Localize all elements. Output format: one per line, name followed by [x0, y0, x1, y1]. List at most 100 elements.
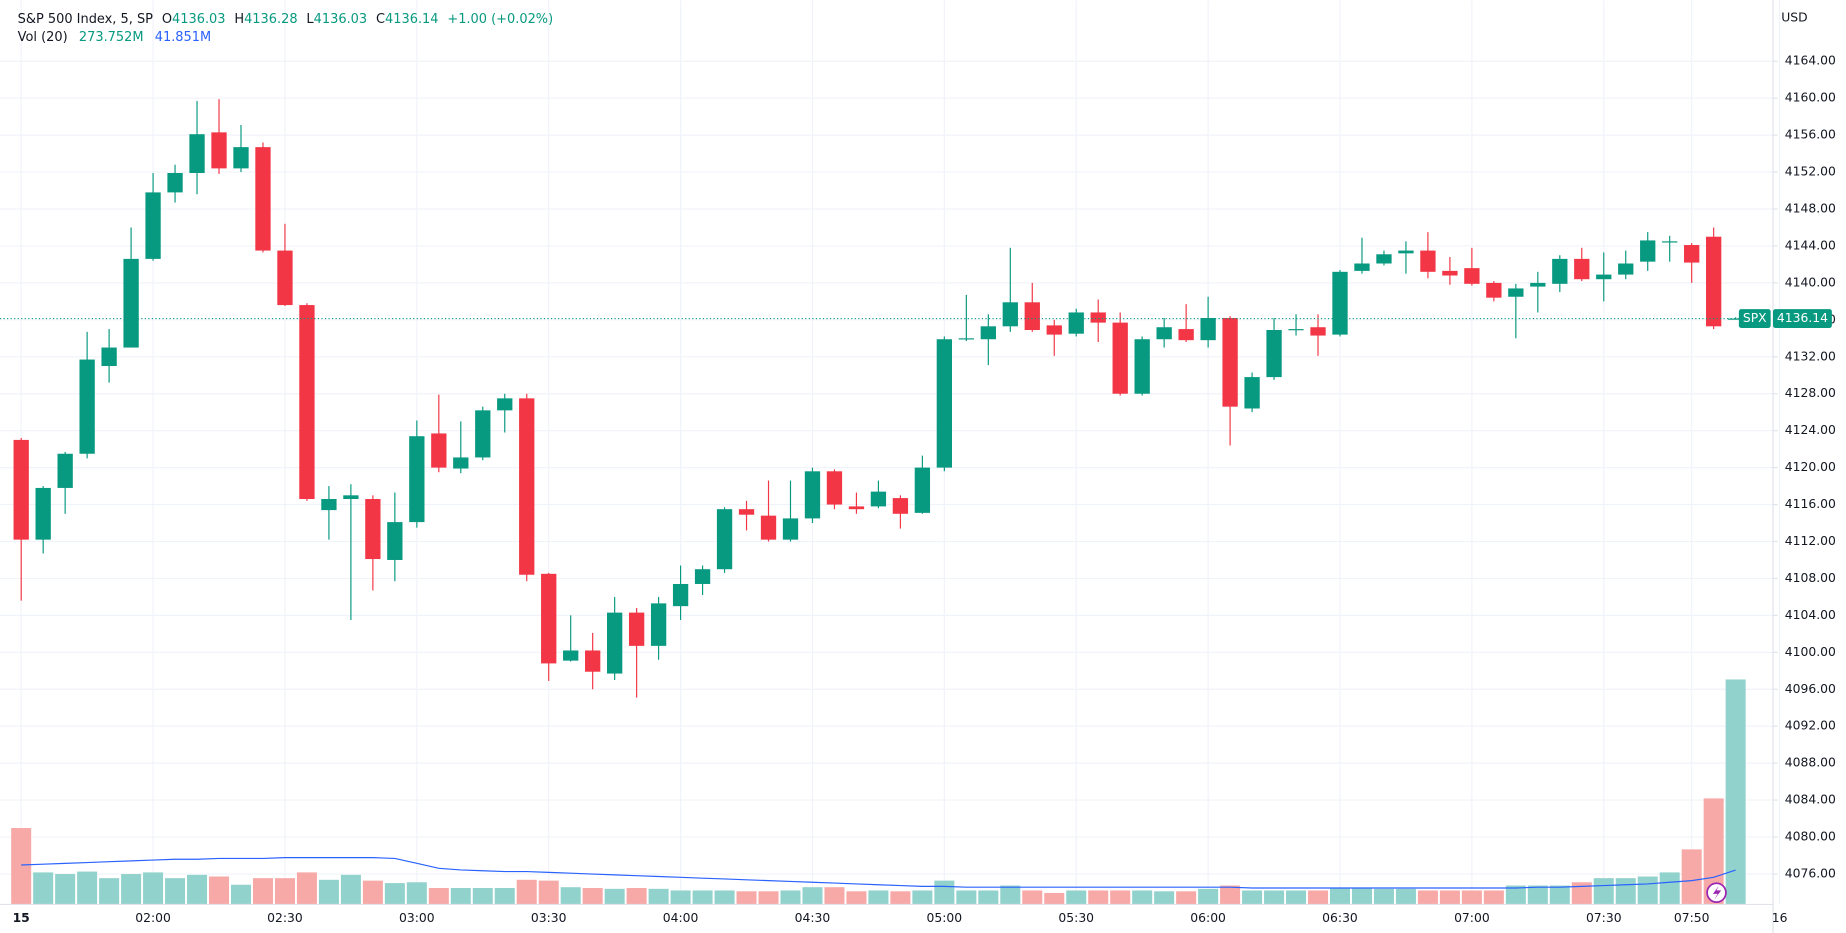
volume-bar [1461, 890, 1482, 905]
volume-bar [890, 891, 911, 905]
volume-bar [912, 890, 933, 905]
candle-body [145, 192, 161, 259]
y-tick-label: 4080.00 [1785, 830, 1836, 844]
ohlc-key: O [162, 12, 172, 27]
candle-body [1727, 318, 1744, 320]
volume-bar [516, 879, 537, 905]
volume-value: 273.752M [79, 29, 144, 44]
y-tick-label: 4100.00 [1785, 645, 1836, 659]
candle-body [870, 491, 887, 507]
volume-bar [956, 890, 977, 905]
volume-bar [868, 890, 889, 905]
candle-body [387, 522, 403, 560]
candle-body [1442, 270, 1458, 276]
candle-body [101, 347, 117, 367]
y-tick-label: 4148.00 [1785, 202, 1836, 216]
candle-body [914, 467, 931, 513]
x-tick-label: 06:00 [1190, 911, 1226, 925]
volume-bar [1308, 890, 1329, 905]
legend-header: S&P 500 Index, 5, SP O4136.03 H4136.28 L… [18, 12, 553, 27]
volume-bar [1527, 885, 1548, 905]
y-tick-label: 4140.00 [1785, 275, 1836, 289]
candle-body [13, 439, 29, 540]
candle-body [35, 487, 51, 540]
y-tick-label: 4124.00 [1785, 423, 1836, 437]
candle-body [804, 471, 821, 519]
candle-body [1662, 241, 1678, 243]
candle-body [519, 398, 535, 575]
volume-bar [978, 890, 999, 905]
symbol-title: S&P 500 Index, 5, SP [18, 12, 154, 27]
volume-bar [318, 879, 339, 905]
currency: USD [1781, 10, 1807, 24]
volume-bar [538, 880, 559, 905]
volume-pane [11, 679, 1746, 905]
volume-bar [1417, 890, 1438, 905]
candle-body [628, 612, 645, 646]
volume-bar [670, 890, 691, 905]
candle-body [1684, 245, 1700, 263]
candle-body [1354, 263, 1370, 271]
change: +1.00 (+0.02%) [447, 12, 553, 27]
volume-bar [692, 890, 713, 905]
grid [0, 0, 1781, 905]
symbol-badge [1738, 309, 1771, 328]
volume-bar [362, 880, 383, 905]
volume-bar [736, 891, 757, 905]
volume-bar [1242, 890, 1263, 905]
candle-body [1574, 258, 1590, 280]
y-tick-label: 4104.00 [1785, 608, 1836, 622]
candle-body [1266, 330, 1282, 378]
candle-body [167, 172, 183, 193]
candle-body [343, 495, 359, 500]
candle-body [233, 147, 249, 169]
volume-bar [1110, 890, 1131, 905]
volume-bar [1286, 890, 1307, 905]
y-tick-label: 4128.00 [1785, 386, 1836, 400]
volume-bar [1571, 882, 1592, 905]
y-tick-label: 4120.00 [1785, 460, 1836, 474]
volume-bar [1439, 890, 1460, 905]
volume-bar [1154, 891, 1175, 905]
x-tick-label: 05:00 [927, 911, 963, 925]
x-tick-label: 04:00 [663, 911, 699, 925]
volume-bar [802, 887, 823, 905]
candle-body [1310, 327, 1326, 336]
y-tick-label: 4084.00 [1785, 793, 1836, 807]
volume-bar [77, 871, 98, 905]
x-tick-label: 02:30 [267, 911, 303, 925]
y-tick-label: 4096.00 [1785, 682, 1836, 696]
x-tick-label: 07:00 [1454, 911, 1490, 925]
volume-bar [252, 878, 273, 905]
candle-body [1552, 258, 1568, 284]
volume-bar [187, 874, 208, 905]
candle-body [782, 518, 799, 540]
x-tick-label: 03:30 [531, 911, 567, 925]
candle-body [1420, 250, 1436, 272]
candle-body [1090, 312, 1106, 323]
candle-body [277, 250, 293, 306]
volume-bar [1681, 849, 1702, 905]
price-label: 4136.14 [1777, 311, 1828, 325]
y-tick-label: 4108.00 [1785, 571, 1836, 585]
volume-bar [1505, 885, 1526, 905]
candle-body [848, 506, 865, 510]
symbol-label: SPX [1743, 311, 1767, 325]
volume-bar [648, 888, 669, 905]
volume-bar [934, 880, 955, 905]
volume-bar [1395, 888, 1416, 905]
candle-body [892, 498, 909, 514]
y-tick-label: 4112.00 [1785, 534, 1836, 548]
candle-body [563, 650, 579, 661]
volume-bar [1329, 888, 1351, 905]
volume-bar [846, 891, 867, 905]
candle-body [211, 132, 227, 169]
volume-bar [1351, 888, 1372, 905]
candle-body [650, 603, 667, 646]
volume-bar [1220, 885, 1241, 905]
axes: 4076.00 4080.00 4084.00 4088.00 4092.00 4096.… [13, 54, 1836, 925]
volume-bar [165, 878, 186, 905]
volume-bar [450, 888, 471, 905]
